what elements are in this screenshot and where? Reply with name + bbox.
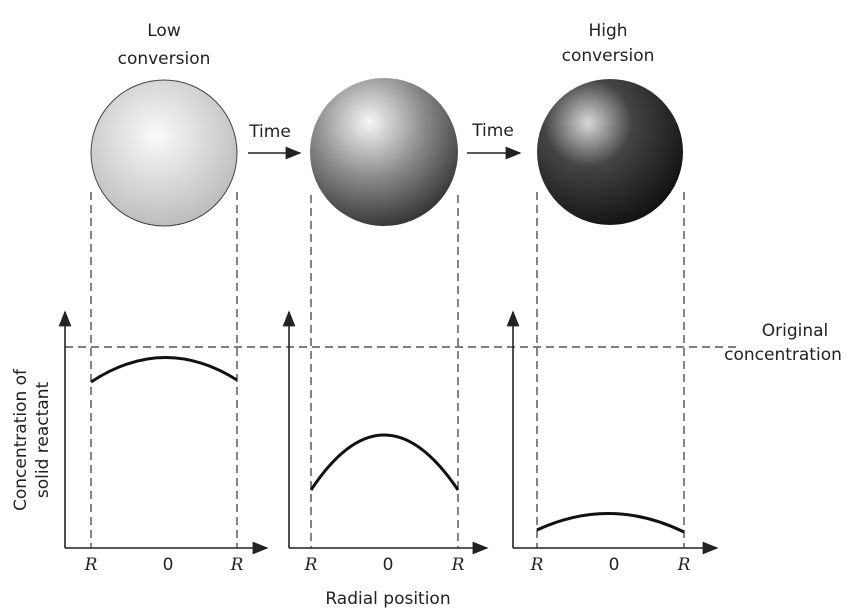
- label-line: Low: [147, 21, 181, 41]
- tick-label: R: [230, 555, 244, 575]
- label-line: conversion: [562, 46, 655, 66]
- label-line: High: [588, 21, 627, 41]
- x-axis-label: Radial position: [325, 589, 450, 609]
- y-axis-label: Concentration of solid reactant: [11, 368, 53, 511]
- projection-lines: [91, 192, 684, 548]
- label-line: Concentration of: [11, 368, 31, 511]
- tick-label: R: [530, 555, 544, 575]
- tick-label: 0: [163, 555, 174, 575]
- label-line: conversion: [118, 49, 211, 69]
- arrow-label: Time: [471, 121, 514, 141]
- sphere: [537, 79, 683, 225]
- tick-label: R: [451, 555, 465, 575]
- profile-curve: [91, 357, 237, 382]
- label-line: solid reactant: [33, 382, 53, 499]
- arrow-label: Time: [248, 122, 291, 142]
- sphere: [91, 80, 237, 226]
- tick-label: 0: [383, 555, 394, 575]
- label-line: Original: [762, 321, 829, 341]
- profile-curve: [311, 435, 458, 490]
- diagram: Low conversion High conversion Time Time…: [0, 0, 854, 613]
- sphere: [310, 78, 458, 226]
- tick-label: R: [304, 555, 318, 575]
- tick-label: R: [84, 555, 98, 575]
- tick-label: R: [677, 555, 691, 575]
- tick-label: 0: [609, 555, 620, 575]
- profile-curve: [537, 513, 684, 532]
- label-line: concentration: [724, 345, 842, 365]
